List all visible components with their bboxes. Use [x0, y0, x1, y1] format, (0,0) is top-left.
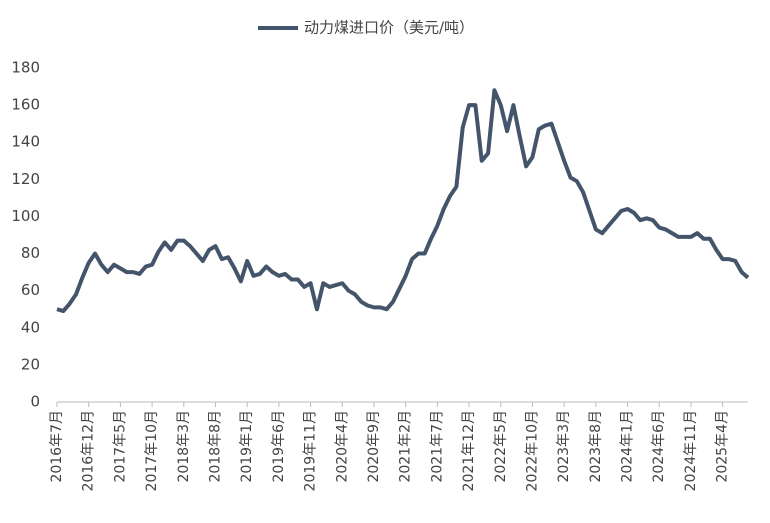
x-tick-label: 2019年11月 — [303, 410, 319, 491]
x-tick-label: 2018年3月 — [176, 410, 192, 483]
y-tick-label: 160 — [11, 96, 40, 114]
x-tick-label: 2021年2月 — [398, 410, 414, 483]
y-tick-label: 60 — [21, 281, 40, 299]
y-tick-label: 140 — [11, 133, 40, 151]
x-tick-label: 2017年10月 — [144, 410, 160, 491]
x-tick-label: 2021年7月 — [429, 410, 445, 483]
x-tick-label: 2019年6月 — [271, 410, 287, 483]
x-tick-label: 2021年12月 — [461, 410, 477, 491]
y-tick-label: 180 — [11, 59, 40, 77]
data-line — [56, 88, 750, 314]
x-tick-label: 2018年8月 — [207, 410, 223, 483]
y-tick-label: 20 — [21, 355, 40, 373]
x-tick-label: 2023年8月 — [588, 410, 604, 483]
x-tick-label: 2022年5月 — [493, 410, 509, 483]
x-tick-label: 2022年10月 — [524, 410, 540, 491]
x-tick-label: 2024年1月 — [620, 410, 636, 483]
y-tick-label: 0 — [30, 393, 40, 411]
y-tick-label: 80 — [21, 244, 40, 262]
y-tick-label: 100 — [11, 207, 40, 225]
x-tick-label: 2024年6月 — [651, 410, 667, 483]
x-tick-label: 2020年9月 — [366, 410, 382, 483]
x-tick-label: 2019年1月 — [239, 410, 255, 483]
x-tick-label: 2016年7月 — [49, 410, 65, 483]
legend-label: 动力煤进口价（美元/吨） — [304, 19, 474, 37]
x-tick-label: 2024年11月 — [683, 410, 699, 491]
y-tick-label: 40 — [21, 318, 40, 336]
x-tick-label: 2020年4月 — [334, 410, 350, 483]
x-tick-label: 2023年3月 — [556, 410, 572, 483]
x-tick-label: 2025年4月 — [715, 410, 731, 483]
x-tick-label: 2016年12月 — [81, 410, 97, 491]
y-tick-label: 120 — [11, 170, 40, 188]
x-tick-label: 2017年5月 — [112, 410, 128, 483]
